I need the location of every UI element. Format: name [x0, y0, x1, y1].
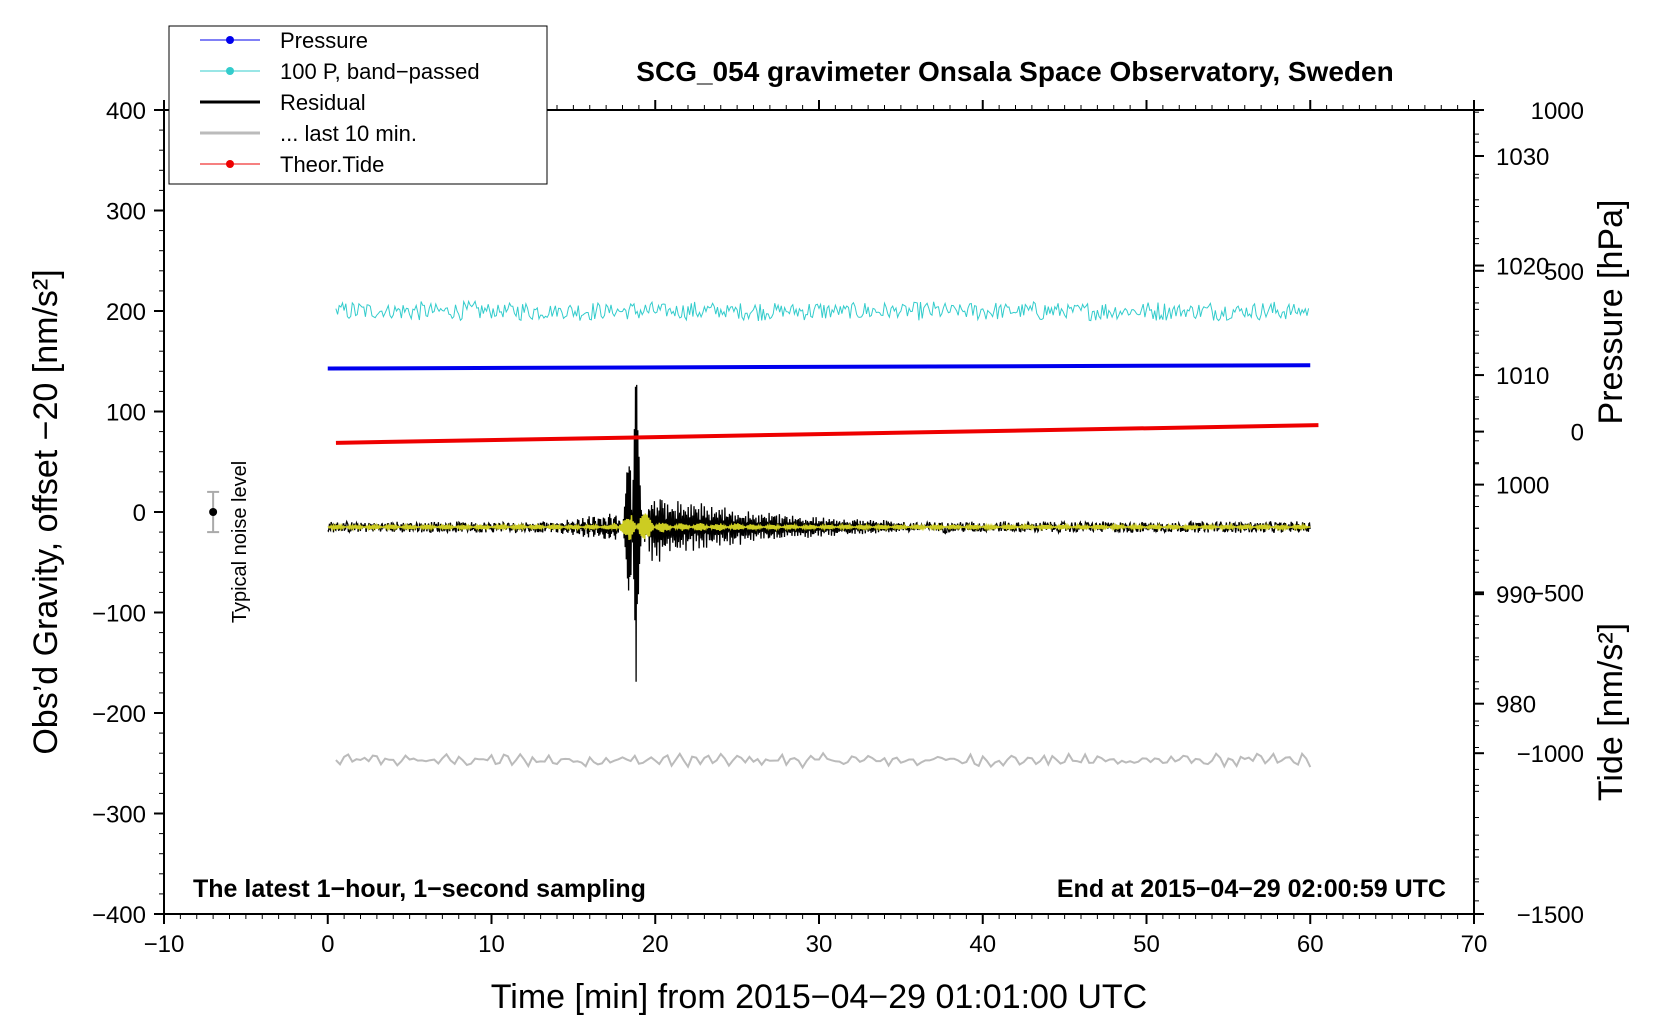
y-tick-label: −100	[92, 601, 146, 628]
x-tick-label: 20	[642, 931, 669, 958]
legend-label: Theor.Tide	[280, 152, 384, 177]
pressure-tick-label: 990	[1496, 582, 1536, 609]
end-time-note: End at 2015−04−29 02:00:59 UTC	[1057, 875, 1446, 903]
y-tick-label: 300	[106, 199, 146, 226]
pressure-tick-label: 1010	[1496, 363, 1549, 390]
y-tick-label: 400	[106, 98, 146, 125]
series-band-passed	[335, 299, 1310, 322]
x-tick-label: 60	[1297, 931, 1324, 958]
sampling-note: The latest 1−hour, 1−second sampling	[193, 875, 646, 903]
legend: Pressure 100 P, band−passed Residual ... la…	[168, 25, 548, 185]
legend-marker	[226, 36, 234, 44]
x-tick-label: 30	[806, 931, 833, 958]
y-axis-label-left: Obs’d Gravity, offset −20 [nm/s²]	[27, 269, 65, 754]
series-filtered	[327, 513, 1311, 541]
pressure-tick-label: 980	[1496, 692, 1536, 719]
ticks-layer: −10 0 10 20 30 40 50 60 704003002001000−100−200−…	[92, 98, 1584, 958]
legend-label: ... last 10 min.	[280, 121, 417, 146]
pressure-tick-label: 1020	[1496, 254, 1549, 281]
x-tick-label: 10	[478, 931, 505, 958]
series-last-10-min	[335, 751, 1312, 770]
tide-tick-label: 0	[1571, 420, 1584, 447]
x-tick-label: 50	[1133, 931, 1160, 958]
y-tick-label: −300	[92, 802, 146, 829]
chart-title: SCG_054 gravimeter Onsala Space Observat…	[636, 56, 1393, 87]
legend-box	[168, 25, 548, 185]
x-axis-label: Time [min] from 2015−04−29 01:01:00 UTC	[491, 978, 1147, 1016]
legend-marker	[226, 67, 234, 75]
tide-tick-label: 1000	[1531, 98, 1584, 125]
x-tick-label: −10	[144, 931, 185, 958]
tide-tick-label: −1000	[1517, 741, 1584, 768]
legend-label: Residual	[280, 90, 366, 115]
series-theor-tide	[335, 423, 1319, 445]
tide-tick-label: −500	[1530, 580, 1584, 607]
series-layer	[327, 299, 1319, 770]
y-axis-label-pressure: Pressure [hPa]	[1592, 200, 1630, 425]
y-tick-label: −400	[92, 902, 146, 929]
legend-label: Pressure	[280, 28, 368, 53]
legend-marker	[226, 160, 234, 168]
tide-tick-label: 500	[1544, 259, 1584, 286]
y-axis-label-tide: Tide [nm/s²]	[1592, 623, 1630, 801]
pressure-tick-label: 1000	[1496, 473, 1549, 500]
y-tick-label: −200	[92, 701, 146, 728]
noise-bar-label: Typical noise level	[229, 461, 251, 623]
y-tick-label: 200	[106, 299, 146, 326]
x-tick-label: 70	[1461, 931, 1488, 958]
x-tick-label: 0	[321, 931, 334, 958]
x-tick-label: 40	[969, 931, 996, 958]
series-pressure	[327, 363, 1311, 371]
pressure-tick-label: 1030	[1496, 144, 1549, 171]
noise-bar: Typical noise level	[207, 461, 251, 623]
noise-bar-dot	[209, 508, 218, 516]
legend-label: 100 P, band−passed	[280, 59, 480, 84]
y-tick-label: 100	[106, 400, 146, 427]
tide-tick-label: −1500	[1517, 902, 1584, 929]
y-tick-label: 0	[133, 500, 146, 527]
